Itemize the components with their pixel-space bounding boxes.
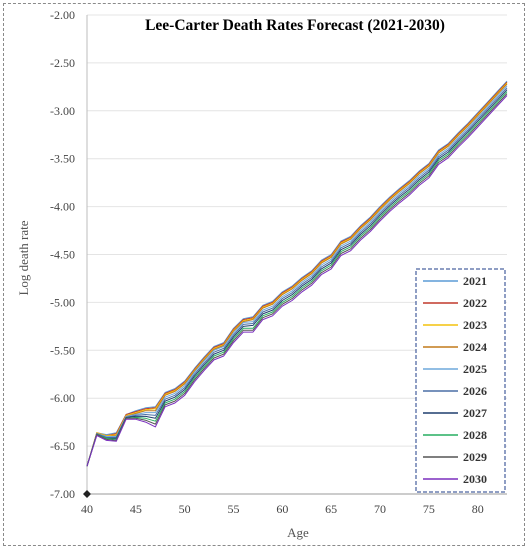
legend-label-2025: 2025 xyxy=(463,362,487,376)
chart-title: Lee-Carter Death Rates Forecast (2021-20… xyxy=(145,17,445,34)
origin-marker xyxy=(83,490,91,498)
legend-label-2021: 2021 xyxy=(463,274,487,288)
y-axis-title: Log death rate xyxy=(16,220,31,295)
y-tick-label: -2.50 xyxy=(50,56,75,70)
legend: 2021 2022 2023 2024 2025 2026 2027 2028 2029 2030 xyxy=(415,268,506,493)
legend-label-2022: 2022 xyxy=(463,296,487,310)
x-axis-title: Age xyxy=(287,525,309,540)
x-tick-label: 65 xyxy=(325,502,337,516)
y-tick-label: -3.50 xyxy=(50,152,75,166)
legend-label-2023: 2023 xyxy=(463,318,487,332)
y-tick-label: -5.50 xyxy=(50,343,75,357)
series-line-2022 xyxy=(86,81,508,467)
series-layer xyxy=(86,80,508,467)
legend-box xyxy=(415,268,506,493)
x-tick-label: 70 xyxy=(374,502,386,516)
y-tick-label: -4.50 xyxy=(50,248,75,262)
series-line-2024 xyxy=(86,83,508,467)
x-tick-label: 40 xyxy=(81,502,93,516)
y-tick-label: -7.00 xyxy=(50,487,75,501)
legend-label-2026: 2026 xyxy=(463,384,487,398)
series-line-2025 xyxy=(86,85,508,467)
series-line-2028 xyxy=(86,91,508,467)
legend-items: 2021 2022 2023 2024 2025 2026 2027 2028 2029 2030 xyxy=(423,274,487,486)
series-line-2027 xyxy=(86,89,508,467)
y-tick-label: -2.00 xyxy=(50,8,75,22)
x-tick-label: 75 xyxy=(423,502,435,516)
y-tick-label: -6.00 xyxy=(50,391,75,405)
x-tick-label: 80 xyxy=(472,502,484,516)
series-line-2023 xyxy=(86,82,508,467)
series-line-2029 xyxy=(86,93,508,467)
x-tick-label: 45 xyxy=(130,502,142,516)
legend-label-2029: 2029 xyxy=(463,450,487,464)
legend-label-2028: 2028 xyxy=(463,428,487,442)
ticks-layer: -2.00 -2.50 -3.00 -3.50 -4.00 -4.50 -5.00 -5.50… xyxy=(50,8,484,516)
y-tick-label: -3.00 xyxy=(50,104,75,118)
x-tick-label: 50 xyxy=(179,502,191,516)
y-tick-label: -5.00 xyxy=(50,295,75,309)
legend-label-2027: 2027 xyxy=(463,406,487,420)
y-tick-label: -4.00 xyxy=(50,200,75,214)
x-tick-label: 60 xyxy=(276,502,288,516)
x-tick-label: 55 xyxy=(228,502,240,516)
legend-label-2030: 2030 xyxy=(463,472,487,486)
axes-layer xyxy=(83,15,507,498)
y-tick-label: -6.50 xyxy=(50,439,75,453)
series-line-2030 xyxy=(86,95,508,467)
legend-label-2024: 2024 xyxy=(463,340,487,354)
series-line-2021 xyxy=(86,80,508,467)
series-line-2026 xyxy=(86,87,508,467)
